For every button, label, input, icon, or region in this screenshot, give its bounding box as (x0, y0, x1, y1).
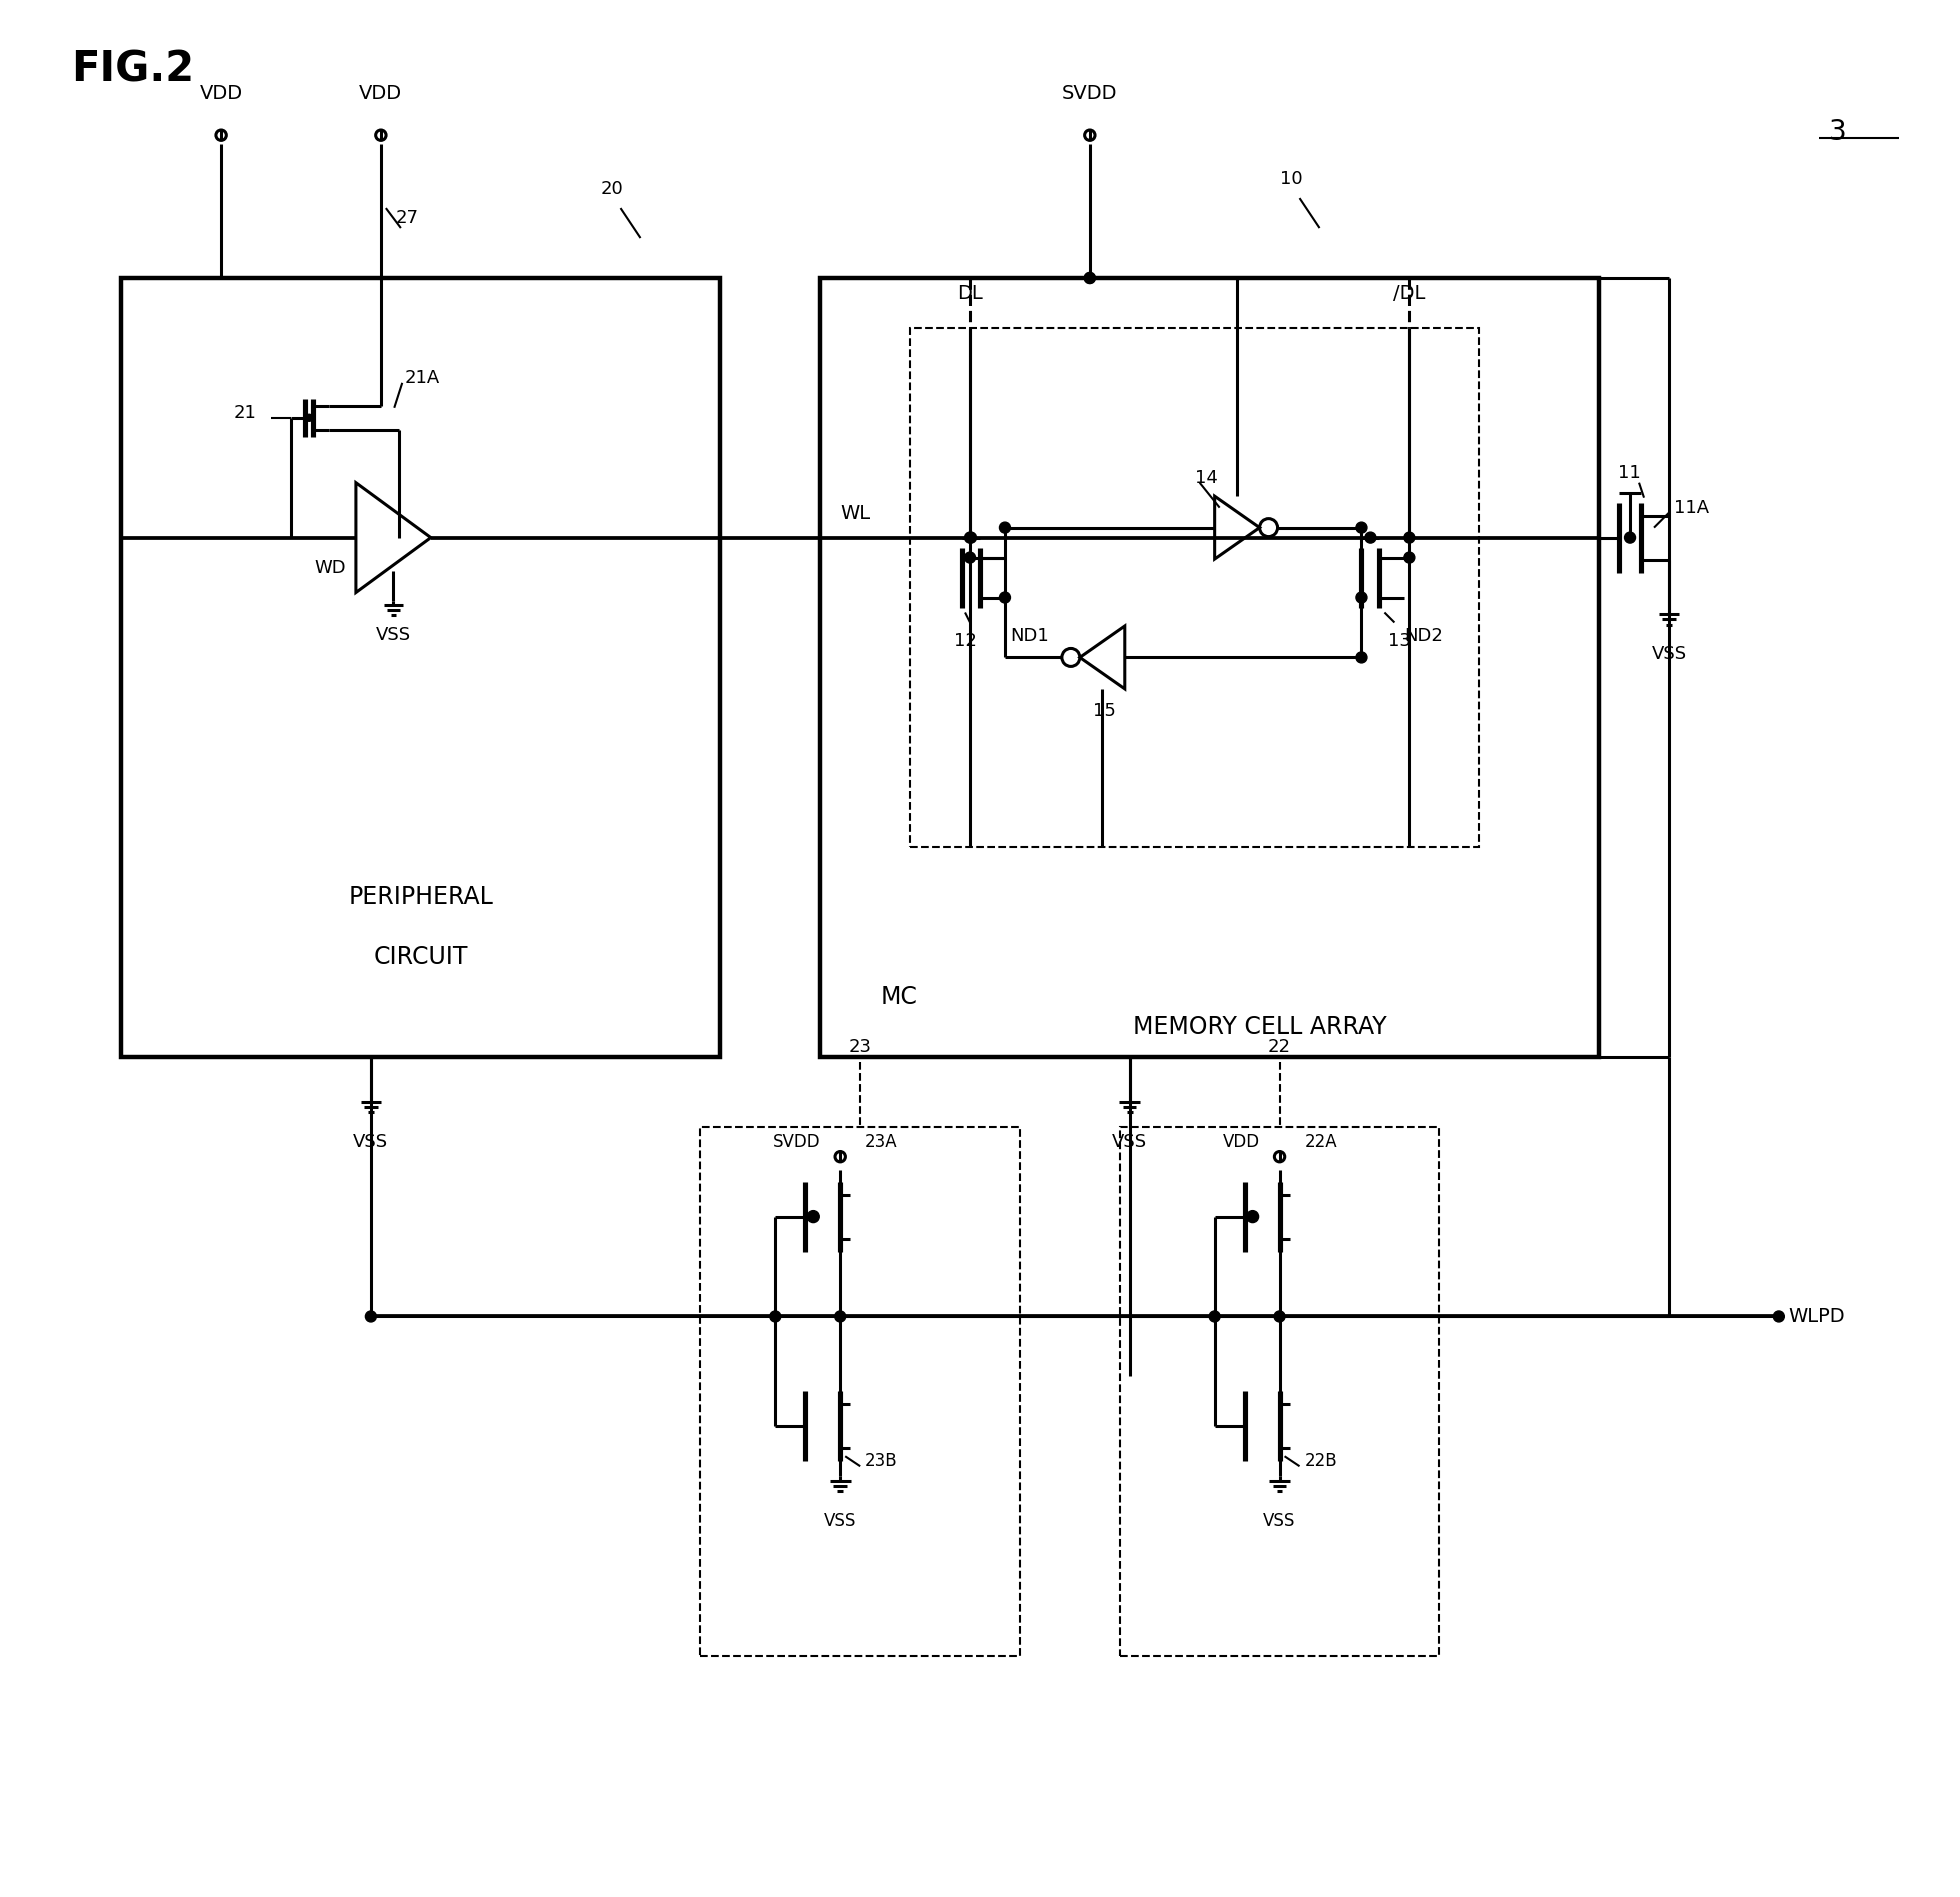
Circle shape (770, 1311, 780, 1322)
Text: WD: WD (314, 558, 345, 577)
Bar (1119, 1127, 1439, 1656)
Text: FIG.2: FIG.2 (71, 47, 194, 91)
Circle shape (1000, 592, 1011, 603)
Circle shape (1356, 653, 1366, 662)
Circle shape (1364, 533, 1376, 543)
Circle shape (808, 1210, 819, 1222)
Text: MEMORY CELL ARRAY: MEMORY CELL ARRAY (1133, 1015, 1386, 1040)
Text: 27: 27 (396, 209, 419, 228)
Text: 3: 3 (1829, 118, 1846, 146)
Circle shape (1403, 552, 1415, 563)
Text: /DL: /DL (1394, 285, 1425, 304)
Text: 23A: 23A (864, 1133, 898, 1151)
Circle shape (1274, 1311, 1286, 1322)
Circle shape (306, 414, 314, 421)
Text: MC: MC (880, 985, 917, 1009)
Text: ND2: ND2 (1405, 628, 1443, 645)
Text: VSS: VSS (823, 1512, 857, 1531)
Text: 11: 11 (1617, 463, 1641, 482)
Circle shape (966, 533, 976, 543)
Text: 22: 22 (1268, 1038, 1292, 1057)
Text: 20: 20 (600, 180, 623, 197)
Text: WLPD: WLPD (1789, 1307, 1846, 1326)
Text: VSS: VSS (1111, 1133, 1147, 1151)
Circle shape (1356, 522, 1366, 533)
Circle shape (1000, 522, 1011, 533)
Text: VSS: VSS (353, 1133, 388, 1151)
Text: 22A: 22A (1305, 1133, 1337, 1151)
Bar (819, 279, 1599, 1057)
Text: 14: 14 (1196, 469, 1217, 488)
Text: 21: 21 (233, 404, 257, 421)
Text: SVDD: SVDD (1062, 83, 1117, 102)
Circle shape (1084, 273, 1096, 283)
Text: 23: 23 (849, 1038, 872, 1057)
Text: 11A: 11A (1674, 499, 1709, 516)
Circle shape (365, 1311, 376, 1322)
Text: VDD: VDD (359, 83, 402, 102)
Text: PERIPHERAL: PERIPHERAL (349, 886, 494, 909)
Text: VSS: VSS (1652, 645, 1686, 664)
Text: 10: 10 (1280, 171, 1301, 188)
Circle shape (1625, 533, 1635, 543)
Circle shape (964, 552, 976, 563)
Text: ND1: ND1 (1009, 628, 1049, 645)
Circle shape (1774, 1311, 1784, 1322)
Circle shape (1084, 273, 1096, 283)
Bar (700, 1127, 1019, 1656)
Text: CIRCUIT: CIRCUIT (374, 945, 468, 969)
Text: WL: WL (841, 503, 870, 524)
Circle shape (1209, 1311, 1221, 1322)
Text: VSS: VSS (376, 626, 412, 645)
Circle shape (964, 533, 976, 543)
Text: 12: 12 (955, 632, 976, 651)
Bar (909, 328, 1480, 848)
Circle shape (835, 1311, 845, 1322)
Text: DL: DL (956, 285, 982, 304)
Circle shape (1356, 592, 1366, 603)
Text: VSS: VSS (1264, 1512, 1296, 1531)
Circle shape (1247, 1210, 1258, 1222)
Text: VDD: VDD (1223, 1133, 1260, 1151)
Text: VDD: VDD (200, 83, 243, 102)
Text: 15: 15 (1094, 702, 1117, 721)
Circle shape (1403, 533, 1415, 543)
Text: SVDD: SVDD (772, 1133, 819, 1151)
Text: 13: 13 (1388, 632, 1411, 651)
Text: 22B: 22B (1305, 1453, 1337, 1470)
Bar (122, 279, 721, 1057)
Text: 23B: 23B (864, 1453, 898, 1470)
Text: 21A: 21A (404, 368, 439, 387)
